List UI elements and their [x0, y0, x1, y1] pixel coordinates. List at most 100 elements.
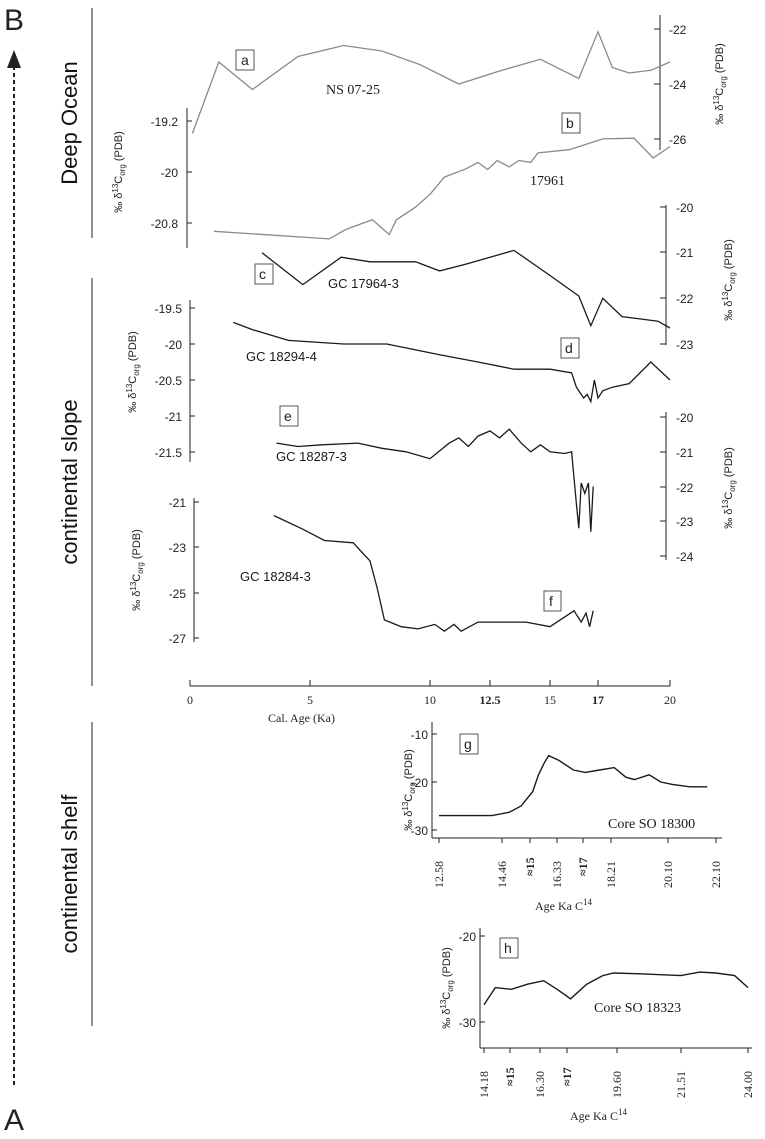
- series-line-e: [276, 428, 594, 532]
- tick-label-g-y1: -10: [411, 728, 429, 742]
- xtick-label-g-2: ≈15: [523, 857, 537, 876]
- panel-label-box-g: [459, 733, 479, 755]
- xtick-label-h-5: 21.51: [674, 1071, 688, 1098]
- tick-label-f-2: -23: [169, 541, 187, 555]
- tick-label-d-3: -20.5: [155, 374, 183, 388]
- panel-label-a: a: [241, 52, 249, 68]
- transect-arrow: B A: [4, 4, 24, 1137]
- xtick-label-g-3: 16.33: [550, 861, 564, 888]
- series-line-b: [213, 137, 671, 240]
- series-title-h: Core SO 18323: [594, 1001, 681, 1016]
- panel-label-box-f: [543, 590, 562, 612]
- tick-label-f-3: -25: [169, 587, 187, 601]
- ylabel-a: ‰ δ13Corg (PDB): [712, 43, 728, 125]
- tick-label-c-3: -22: [676, 292, 694, 306]
- tick-label-d-2: -20: [165, 338, 183, 352]
- tick-label-e-2: -21: [676, 446, 694, 460]
- tick-label-a-1: -22: [669, 23, 687, 37]
- main-xtick-label-4: 15: [544, 693, 556, 707]
- tick-label-b-1: -19.2: [151, 115, 179, 129]
- region-deep-ocean: Deep Ocean: [57, 61, 82, 185]
- transect-arrow-head: [7, 50, 21, 68]
- region-continental-shelf: continental shelf: [57, 794, 82, 954]
- xtick-label-h-2: 16.30: [533, 1071, 547, 1098]
- xtick-label-h-1: ≈15: [503, 1067, 517, 1086]
- series-line-c: [261, 249, 671, 329]
- xlabel-g: Age Ka C14: [535, 897, 593, 913]
- main-xtick-label-5: 17: [592, 693, 604, 707]
- tick-label-g-y2: -20: [411, 776, 429, 790]
- panel-c: -20 -21 -22 -23 ‰ δ13Corg (PDB) c GC 179…: [254, 201, 737, 352]
- panel-label-c: c: [259, 266, 266, 282]
- main-x-axis: 0 5 10 12.5 15 17 20 Cal. Age (Ka): [187, 680, 676, 725]
- series-title-b: 17961: [530, 174, 565, 189]
- panel-b: -19.2 -20 -20.8 ‰ δ13Corg (PDB) b 17961: [111, 108, 671, 248]
- ylabel-b: ‰ δ13Corg (PDB): [111, 131, 127, 213]
- tick-label-c-1: -20: [676, 201, 694, 215]
- series-title-e: GC 18287-3: [276, 449, 347, 464]
- xtick-label-g-6: 20.10: [661, 861, 675, 888]
- panel-label-box-d: [560, 337, 580, 359]
- panel-label-b: b: [566, 115, 574, 131]
- panel-e: -20 -21 -22 -23 -24 ‰ δ13Corg (PDB) e GC…: [276, 405, 737, 564]
- main-xtick-label-1: 5: [307, 693, 313, 707]
- xtick-label-g-1: 14.46: [495, 861, 509, 888]
- tick-label-c-2: -21: [676, 246, 694, 260]
- series-title-c: GC 17964-3: [328, 276, 399, 291]
- tick-label-d-4: -21: [165, 410, 183, 424]
- xtick-label-h-0: 14.18: [477, 1071, 491, 1098]
- main-xtick-label-6: 20: [664, 693, 676, 707]
- tick-label-f-1: -21: [169, 496, 187, 510]
- tick-label-h-y2: -30: [459, 1016, 477, 1030]
- xlabel-h: Age Ka C14: [570, 1107, 628, 1123]
- ylabel-h: ‰ δ13Corg (PDB): [439, 947, 455, 1029]
- xtick-label-h-4: 19.60: [610, 1071, 624, 1098]
- panel-label-box-h: [499, 937, 519, 959]
- tick-label-h-y1: -20: [459, 930, 477, 944]
- tick-label-d-5: -21.5: [155, 446, 183, 460]
- main-xtick-label-0: 0: [187, 693, 193, 707]
- panel-d: -19.5 -20 -20.5 -21 -21.5 ‰ δ13Corg (PDB…: [125, 300, 671, 462]
- series-line-g: [439, 754, 708, 817]
- xtick-label-g-0: 12.58: [432, 861, 446, 888]
- region-continental-slope: continental slope: [57, 399, 82, 564]
- panel-f: -21 -23 -25 -27 ‰ δ13Corg (PDB) f GC 182…: [129, 496, 594, 646]
- xtick-label-g-5: 18.21: [604, 861, 618, 888]
- panel-label-e: e: [284, 408, 292, 424]
- panel-label-box-b: [561, 112, 581, 134]
- series-title-a: NS 07-25: [326, 83, 380, 98]
- series-title-g: Core SO 18300: [608, 817, 695, 832]
- tick-label-a-2: -24: [669, 78, 687, 92]
- letter-b: B: [4, 4, 24, 37]
- xtick-label-g-7: 22.10: [709, 861, 723, 888]
- tick-label-e-1: -20: [676, 411, 694, 425]
- panel-label-box-e: [279, 405, 299, 427]
- xtick-label-h-6: 24.00: [741, 1071, 755, 1098]
- tick-label-b-2: -20: [161, 166, 179, 180]
- main-xtick-label-2: 10: [424, 693, 436, 707]
- letter-a: A: [4, 1104, 24, 1137]
- tick-label-c-4: -23: [676, 338, 694, 352]
- xtick-label-h-3: ≈17: [560, 1067, 574, 1086]
- panel-label-box-c: [254, 263, 274, 285]
- panel-label-h: h: [504, 940, 512, 956]
- ylabel-d: ‰ δ13Corg (PDB): [125, 331, 141, 413]
- panel-a: -22 -24 -26 ‰ δ13Corg (PDB) a NS 07-25: [191, 15, 728, 150]
- series-title-d: GC 18294-4: [246, 349, 317, 364]
- xtick-label-g-4: ≈17: [576, 857, 590, 876]
- panel-h: -20 -30 ‰ δ13Corg (PDB) 14.18 ≈15 16.30 …: [439, 928, 755, 1123]
- main-x-axis-label: Cal. Age (Ka): [268, 711, 335, 725]
- tick-label-d-1: -19.5: [155, 302, 183, 316]
- ylabel-g: ‰ δ13Corg (PDB): [401, 749, 417, 831]
- tick-label-g-y3: -30: [411, 824, 429, 838]
- panel-label-box-a: [235, 49, 255, 71]
- panel-g: -10 -20 -30 ‰ δ13Corg (PDB) 12.58 14.46 …: [401, 722, 723, 913]
- tick-label-e-5: -24: [676, 550, 694, 564]
- ylabel-f: ‰ δ13Corg (PDB): [129, 529, 145, 611]
- tick-label-a-3: -26: [669, 133, 687, 147]
- series-line-d: [232, 321, 671, 404]
- series-line-h: [483, 971, 749, 1006]
- main-xtick-label-3: 12.5: [480, 693, 501, 707]
- panel-label-d: d: [565, 340, 573, 356]
